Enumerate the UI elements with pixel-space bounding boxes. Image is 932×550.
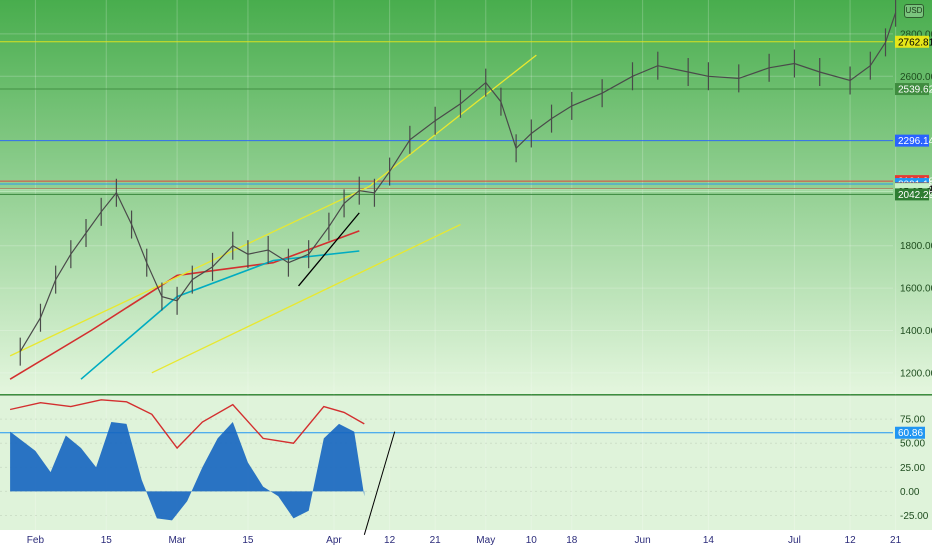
price-level-tag-bg xyxy=(895,83,929,96)
trendline xyxy=(151,223,461,374)
price-level-labels: 2762.812539.622296.142104.992091.182070.… xyxy=(895,35,932,439)
price-tick-label: 1600.00 xyxy=(900,284,932,295)
time-tick-label: Mar xyxy=(168,535,186,546)
time-tick-label: 12 xyxy=(384,535,396,546)
oscillator-trendline xyxy=(363,431,396,535)
time-tick-label: 21 xyxy=(890,535,902,546)
trendline xyxy=(298,212,360,287)
price-pane-background xyxy=(0,0,932,394)
trendline xyxy=(368,54,537,187)
time-tick-label: 15 xyxy=(242,535,254,546)
time-tick-label: 18 xyxy=(566,535,578,546)
oscillator-tick-label: 75.00 xyxy=(900,415,925,426)
oscillator-level-tag: 60.86 xyxy=(895,426,925,439)
price-level-tag-bg xyxy=(895,134,929,147)
oscillator-tick-label: 50.00 xyxy=(900,439,925,450)
price-axis[interactable]: 2800.00 2600.00 1800.00 1600.00 1400.00 1200.… xyxy=(900,29,932,379)
price-tick-label: 2800.00 xyxy=(900,29,932,40)
time-tick-label: Jul xyxy=(788,535,801,546)
oscillator-tick-label: 0.00 xyxy=(900,487,920,498)
time-tick-label: 15 xyxy=(101,535,113,546)
trendline xyxy=(9,185,370,357)
price-tick-label: 2600.00 xyxy=(900,72,932,83)
oscillator-line xyxy=(9,399,365,450)
price-level-tag: 2539.62 xyxy=(895,83,932,96)
moving-average-line xyxy=(9,230,360,380)
price-level-tag-text: 2042.29 xyxy=(898,190,932,201)
oscillator-tick-label: -25.00 xyxy=(900,511,929,522)
moving-average-line xyxy=(80,250,360,380)
time-tick-label: Jun xyxy=(635,535,651,546)
oscillator-level-tag-bg xyxy=(895,426,925,439)
price-pane xyxy=(0,0,897,380)
time-tick-label: Apr xyxy=(326,535,342,546)
time-tick-label: 14 xyxy=(703,535,715,546)
price-level-tag-text: 2762.81 xyxy=(898,37,932,48)
price-level-tag: 2042.29 xyxy=(895,188,932,201)
time-axis-background xyxy=(0,530,932,550)
time-tick-label: 21 xyxy=(430,535,442,546)
oscillator-pane-background xyxy=(0,395,932,530)
oscillator-area xyxy=(10,422,365,521)
time-axis[interactable]: Feb 15 Mar 15 Apr 12 21 May 10 18 Jun 14 Jul 12 21 xyxy=(27,535,902,546)
time-tick-label: Feb xyxy=(27,535,45,546)
price-level-tag: 2296.14 xyxy=(895,134,932,147)
time-tick-label: 10 xyxy=(526,535,538,546)
oscillator-pane xyxy=(0,399,893,535)
currency-badge[interactable]: USD xyxy=(904,4,924,18)
time-tick-label: 12 xyxy=(845,535,857,546)
price-tick-label: 1200.00 xyxy=(900,368,932,379)
price-level-tag: 2762.81 xyxy=(895,35,932,48)
price-level-tag-text: 2539.62 xyxy=(898,85,932,96)
oscillator-tick-label: 25.00 xyxy=(900,463,925,474)
oscillator-level-tag-text: 60.86 xyxy=(898,428,923,439)
oscillator-axis[interactable]: 75.00 50.00 25.00 0.00 -25.00 xyxy=(900,415,929,522)
price-level-tag-bg xyxy=(895,35,929,48)
price-level-tag-bg xyxy=(895,188,929,201)
price-tick-label: 1800.00 xyxy=(900,241,932,252)
price-level-tag-text: 2296.14 xyxy=(898,136,932,147)
price-tick-label: 1400.00 xyxy=(900,326,932,337)
time-tick-label: May xyxy=(476,535,495,546)
